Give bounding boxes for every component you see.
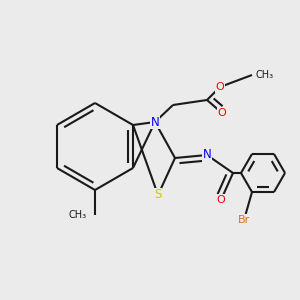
Text: N: N	[151, 116, 159, 128]
Text: O: O	[218, 108, 226, 118]
Text: N: N	[202, 148, 211, 161]
Text: Br: Br	[238, 215, 250, 225]
Text: S: S	[154, 188, 162, 202]
Text: O: O	[217, 195, 225, 205]
Text: CH₃: CH₃	[69, 210, 87, 220]
Text: CH₃: CH₃	[256, 70, 274, 80]
Text: O: O	[216, 82, 224, 92]
